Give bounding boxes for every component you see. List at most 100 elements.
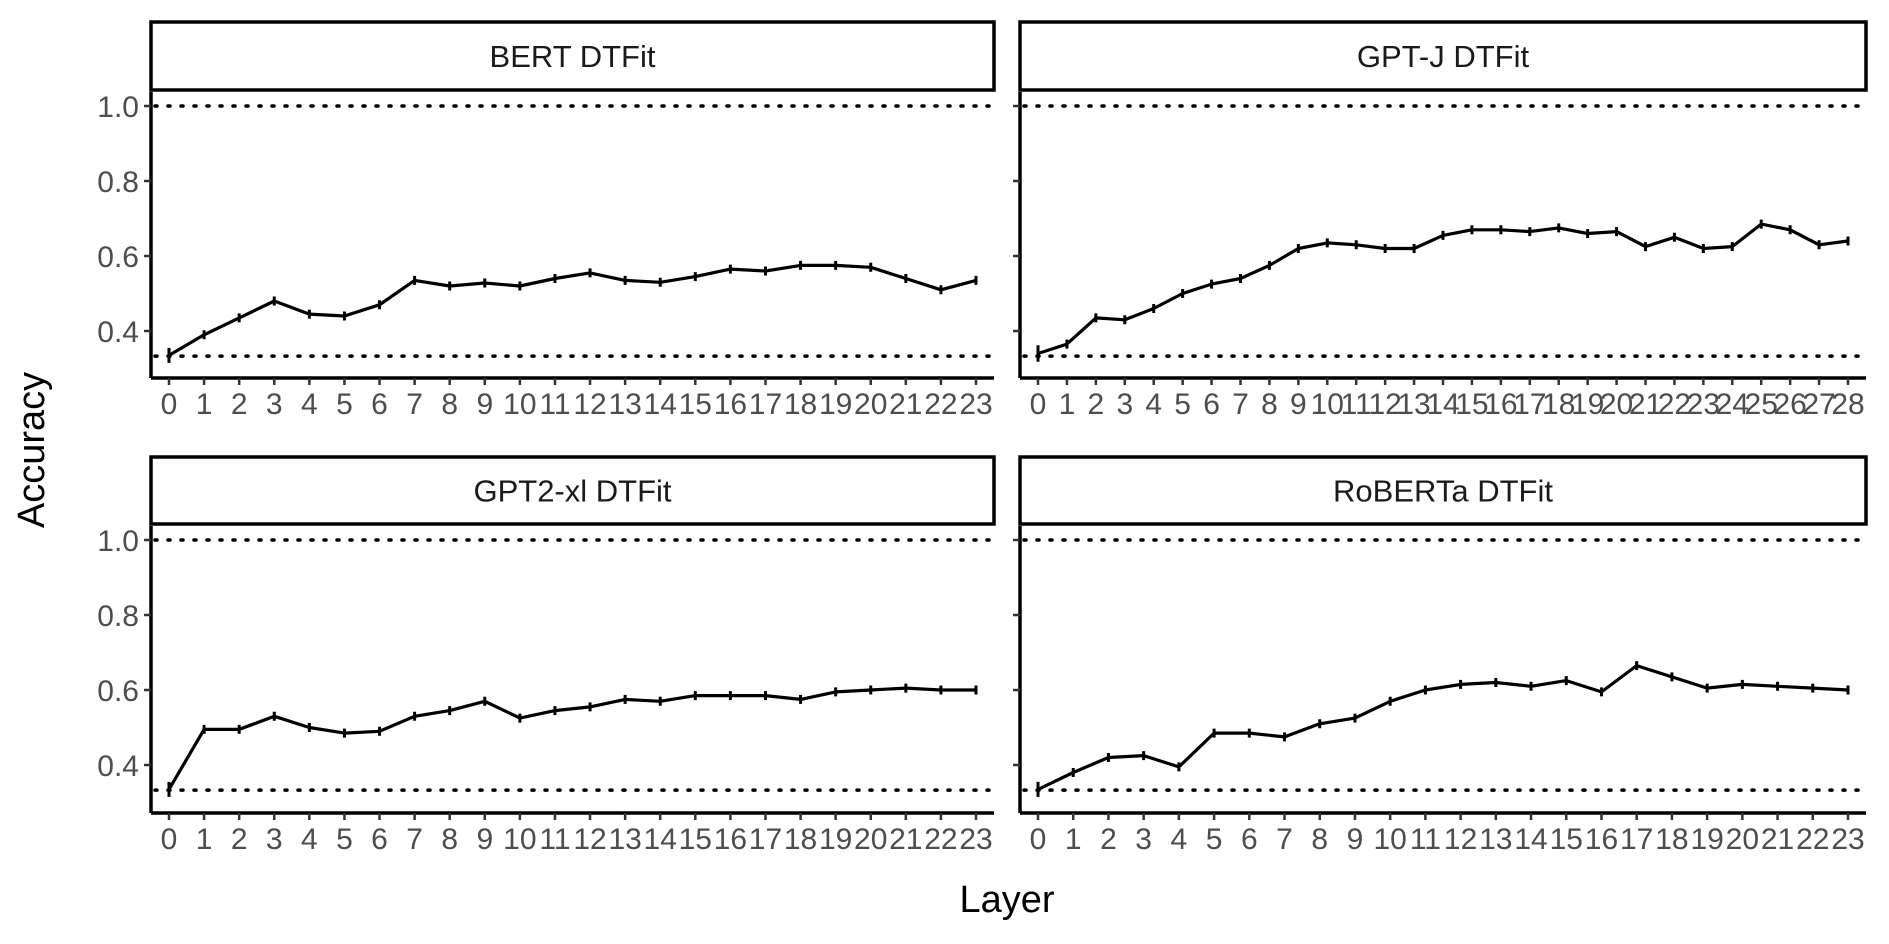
x-tick-label: 11 [539,823,570,856]
y-tick-label: 0.8 [97,166,139,199]
facet-strip-label: RoBERTa DTFit [1333,474,1553,509]
x-tick-label: 18 [784,823,817,856]
x-tick-label: 16 [1585,823,1618,856]
x-tick-label: 19 [1571,388,1604,421]
x-tick-label: 22 [1796,823,1829,856]
x-tick-label: 7 [406,388,423,421]
x-tick-label: 20 [854,388,887,421]
facet-strip [149,20,996,92]
x-tick-label: 10 [1311,388,1344,421]
facet-strip-label: GPT-J DTFit [1357,39,1530,74]
x-tick-label: 20 [1726,823,1759,856]
x-tick-label: 25 [1745,388,1778,421]
x-tick-label: 22 [1658,388,1691,421]
x-tick-label: 18 [1655,823,1688,856]
x-tick-label: 13 [608,388,641,421]
y-tick-label: 1.0 [97,525,139,558]
x-tick-label: 5 [336,388,353,421]
x-tick-label: 21 [1761,823,1794,856]
x-tick-label: 2 [231,388,248,421]
x-tick-label: 8 [441,823,458,856]
x-tick-label: 12 [1368,388,1401,421]
x-tick-label: 0 [161,823,178,856]
x-tick-label: 2 [231,823,248,856]
x-tick-label: 12 [573,823,606,856]
x-tick-label: 3 [266,388,283,421]
x-tick-label: 15 [1455,388,1488,421]
x-tick-label: 0 [161,388,178,421]
x-tick-label: 16 [714,388,747,421]
y-tick-label: 0.8 [97,600,139,633]
x-tick-label: 17 [749,823,782,856]
x-tick-label: 5 [1174,388,1191,421]
x-tick-label: 2 [1088,388,1105,421]
x-tick-label: 18 [784,388,817,421]
x-tick-label: 8 [1311,823,1328,856]
x-tick-label: 21 [889,388,922,421]
x-tick-label: 12 [573,388,606,421]
y-tick-label: 1.0 [97,91,139,124]
x-tick-label: 10 [503,388,536,421]
x-tick-label: 4 [1145,388,1162,421]
x-tick-label: 7 [406,823,423,856]
x-tick-label: 6 [371,388,388,421]
x-tick-label: 0 [1030,823,1047,856]
x-tick-label: 17 [749,388,782,421]
x-tick-label: 13 [1479,823,1512,856]
x-tick-label: 26 [1773,388,1806,421]
y-tick-label: 0.6 [97,241,139,274]
x-tick-label: 10 [1373,823,1406,856]
y-axis-title: Accuracy [11,372,53,528]
y-tick-label: 0.6 [97,675,139,708]
x-tick-label: 16 [1484,388,1517,421]
x-tick-label: 21 [889,823,922,856]
x-tick-label: 2 [1100,823,1117,856]
x-tick-label: 17 [1513,388,1546,421]
x-tick-label: 19 [819,388,852,421]
x-tick-label: 23 [1831,823,1864,856]
x-tick-label: 9 [1290,388,1307,421]
x-tick-label: 27 [1802,388,1835,421]
x-tick-label: 8 [441,388,458,421]
x-tick-label: 4 [1171,823,1188,856]
x-tick-label: 15 [1550,823,1583,856]
x-tick-label: 15 [679,823,712,856]
series-line [1037,663,1849,791]
facet-strip-label: BERT DTFit [490,39,656,74]
x-tick-label: 4 [301,823,318,856]
x-tick-label: 15 [679,388,712,421]
x-tick-label: 6 [371,823,388,856]
x-tick-label: 18 [1542,388,1575,421]
facet-strip [149,455,996,526]
x-tick-label: 12 [1444,823,1477,856]
x-tick-label: 23 [959,823,992,856]
x-tick-label: 3 [1135,823,1152,856]
x-tick-label: 19 [1690,823,1723,856]
x-tick-label: 7 [1232,388,1249,421]
x-tick-label: 28 [1831,388,1864,421]
x-tick-label: 13 [1397,388,1430,421]
y-tick-label: 0.4 [97,316,139,349]
x-tick-label: 11 [539,388,570,421]
x-tick-label: 1 [1065,823,1082,856]
x-tick-label: 1 [1059,388,1076,421]
x-tick-label: 14 [644,823,677,856]
x-tick-label: 24 [1716,388,1749,421]
x-tick-label: 1 [196,388,213,421]
x-tick-label: 23 [1687,388,1720,421]
x-tick-label: 3 [266,823,283,856]
facet-strip [1018,20,1868,92]
x-tick-label: 5 [336,823,353,856]
facet-strip-label: GPT2-xl DTFit [473,474,671,509]
x-tick-label: 11 [1341,388,1372,421]
x-tick-label: 22 [924,823,957,856]
x-tick-label: 3 [1116,388,1133,421]
x-tick-label: 6 [1203,388,1220,421]
x-tick-label: 1 [196,823,213,856]
x-tick-label: 19 [819,823,852,856]
x-axis-title: Layer [959,879,1054,921]
